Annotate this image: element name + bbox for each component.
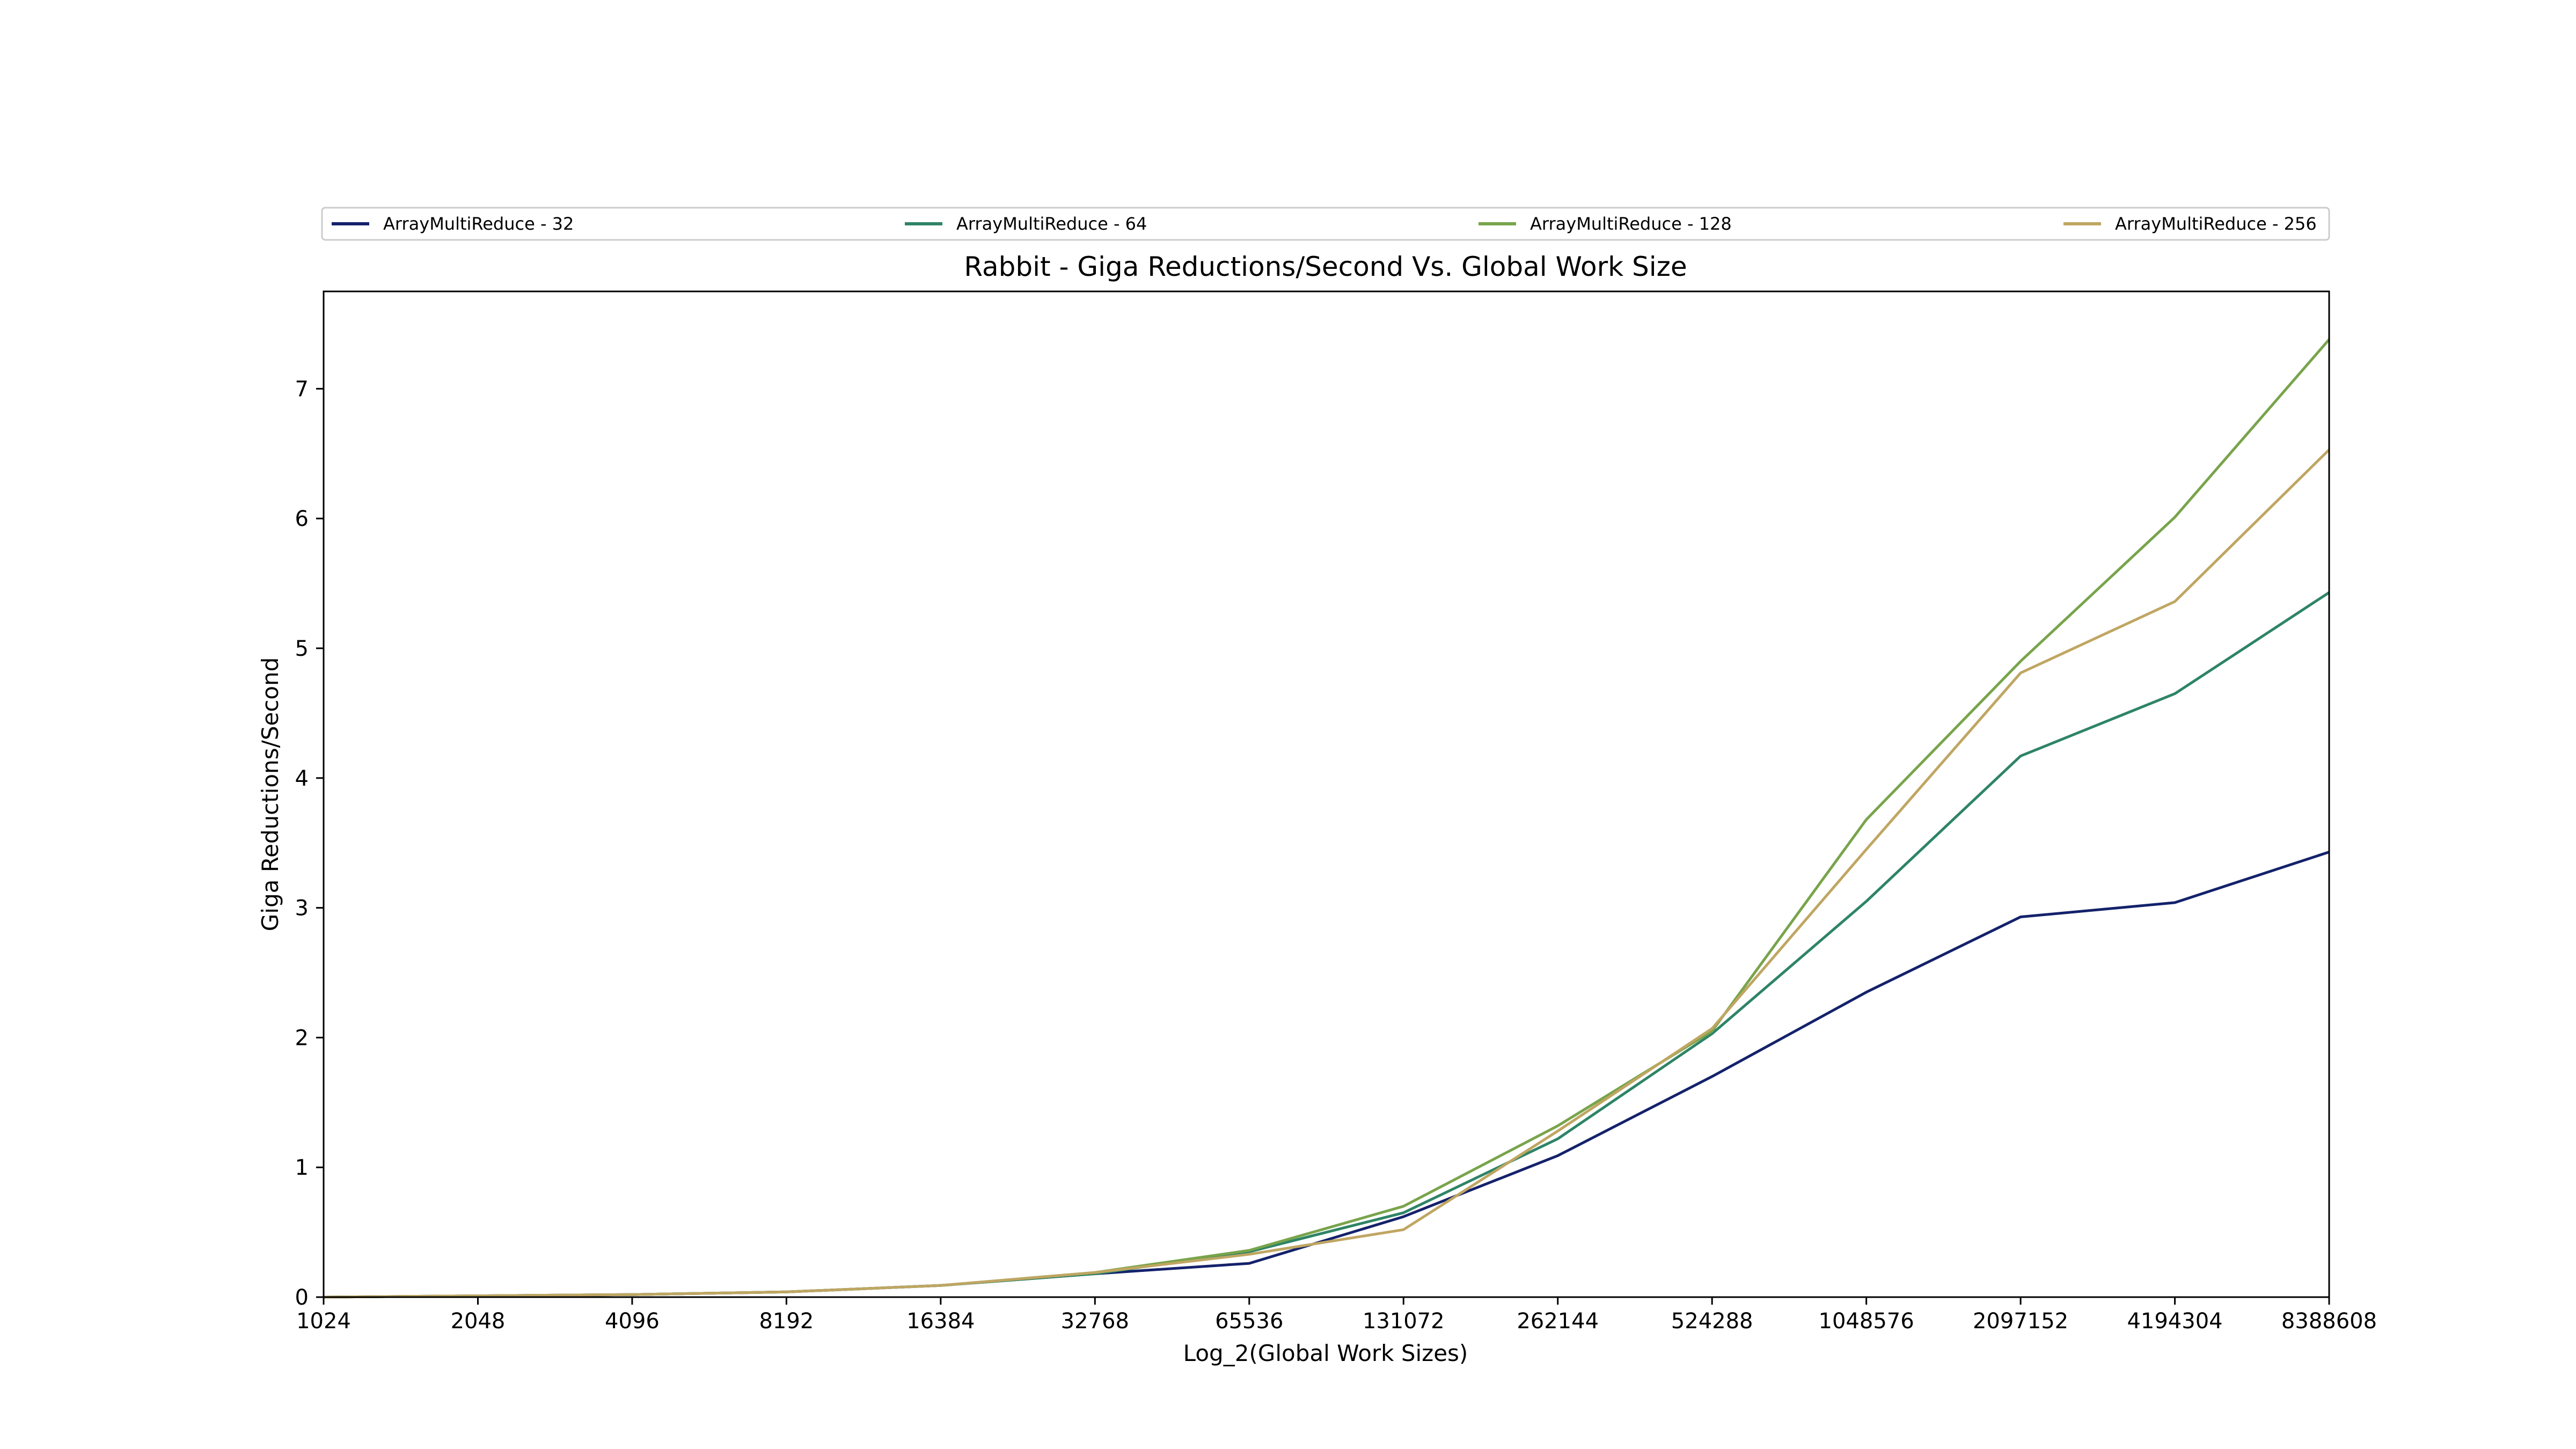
plot-frame xyxy=(323,290,2330,1298)
x-axis-ticks: 1024 2048 4096 8192 16384 32768 65536 131072 262… xyxy=(296,1297,2377,1334)
y-tick-label: 4 xyxy=(295,766,309,791)
legend: ArrayMultiReduce - 32 ArrayMultiReduce - … xyxy=(321,207,2330,241)
x-tick-label: 2048 xyxy=(451,1309,506,1334)
legend-frame xyxy=(321,207,2330,241)
x-tick-label: 4096 xyxy=(605,1309,660,1334)
x-tick-label: 2097152 xyxy=(1973,1309,2068,1334)
y-tick-label: 5 xyxy=(295,636,309,661)
series-line-4 xyxy=(323,449,2330,1299)
y-tick-label: 6 xyxy=(295,507,309,531)
x-tick-label: 4194304 xyxy=(2127,1309,2222,1334)
y-tick-label: 2 xyxy=(295,1026,309,1050)
y-tick-label: 1 xyxy=(295,1155,309,1180)
legend-label-4: ArrayMultiReduce - 256 xyxy=(2115,214,2317,234)
x-axis-label: Log_2(Global Work Sizes) xyxy=(1183,1340,1468,1366)
x-tick-label: 262144 xyxy=(1517,1309,1599,1334)
x-tick-label: 65536 xyxy=(1215,1309,1283,1334)
legend-label-2: ArrayMultiReduce - 64 xyxy=(956,214,1147,234)
x-tick-label: 8192 xyxy=(759,1309,814,1334)
x-tick-label: 1024 xyxy=(296,1309,351,1334)
y-tick-label: 3 xyxy=(295,896,309,921)
legend-entries: ArrayMultiReduce - 32 ArrayMultiReduce - … xyxy=(332,214,2317,234)
x-tick-label: 16384 xyxy=(906,1309,975,1334)
chart-title: Rabbit - Giga Reductions/Second Vs. Glob… xyxy=(964,251,1687,282)
y-axis-ticks: 0 1 2 3 4 5 6 7 xyxy=(295,377,324,1310)
legend-label-1: ArrayMultiReduce - 32 xyxy=(383,214,574,234)
series-lines xyxy=(323,338,2330,1299)
y-axis-label: Giga Reductions/Second xyxy=(257,657,283,932)
y-tick-label: 0 xyxy=(295,1285,309,1310)
legend-label-3: ArrayMultiReduce - 128 xyxy=(1530,214,1732,234)
x-tick-label: 8388608 xyxy=(2281,1309,2377,1334)
y-tick-label: 7 xyxy=(295,377,309,401)
x-tick-label: 32768 xyxy=(1061,1309,1129,1334)
x-tick-label: 131072 xyxy=(1363,1309,1445,1334)
x-tick-label: 524288 xyxy=(1671,1309,1753,1334)
x-tick-label: 1048576 xyxy=(1819,1309,1914,1334)
